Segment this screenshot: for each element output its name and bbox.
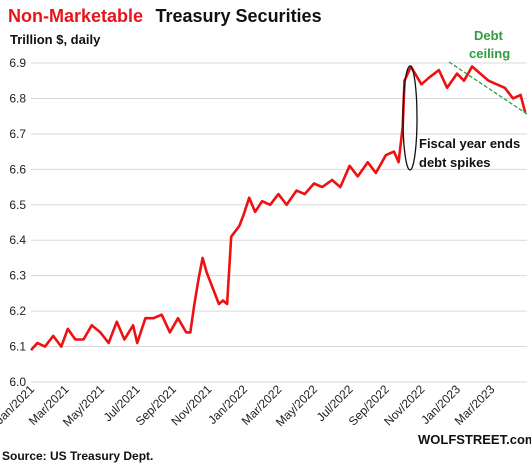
annotation-debt-ceiling-line2: ceiling	[469, 46, 510, 61]
gridlines	[31, 62, 527, 383]
y-axis-ticks: 6.0 6.1 6.2 6.3 6.4 6.5 6.6 6.7 6.8 6.9	[9, 56, 26, 389]
chart-title-part2: Treasury Securities	[155, 6, 321, 26]
y-tick-label: 6.7	[9, 127, 26, 141]
y-tick-label: 6.6	[9, 162, 26, 176]
source-note: Source: US Treasury Dept.	[2, 449, 153, 463]
fiscal-year-ellipse	[402, 65, 418, 171]
y-tick-label: 6.2	[9, 304, 26, 318]
annotation-debt-ceiling-line1: Debt	[474, 28, 504, 43]
y-tick-label: 6.4	[9, 233, 26, 247]
chart-title-part1: Non-Marketable	[8, 6, 143, 26]
y-tick-label: 6.5	[9, 198, 26, 212]
brand-watermark: WOLFSTREET.com	[418, 432, 531, 447]
y-tick-label: 6.0	[9, 375, 26, 389]
chart-title: Non-Marketable Treasury Securities	[8, 6, 322, 26]
annotation-fiscal-line1: Fiscal year ends	[419, 136, 520, 151]
debt-ceiling-trendline	[448, 61, 528, 115]
annotation-fiscal-line2: debt spikes	[419, 155, 491, 170]
y-tick-label: 6.3	[9, 269, 26, 283]
series-line	[30, 65, 527, 351]
y-tick-label: 6.1	[9, 340, 26, 354]
series-line-path	[30, 65, 527, 351]
chart-subtitle: Trillion $, daily	[10, 32, 101, 47]
x-axis-ticks: Jan/2021Mar/2021May/2021Jul/2021Sep/2021…	[0, 382, 498, 429]
y-tick-label: 6.8	[9, 91, 26, 105]
y-tick-label: 6.9	[9, 56, 26, 70]
